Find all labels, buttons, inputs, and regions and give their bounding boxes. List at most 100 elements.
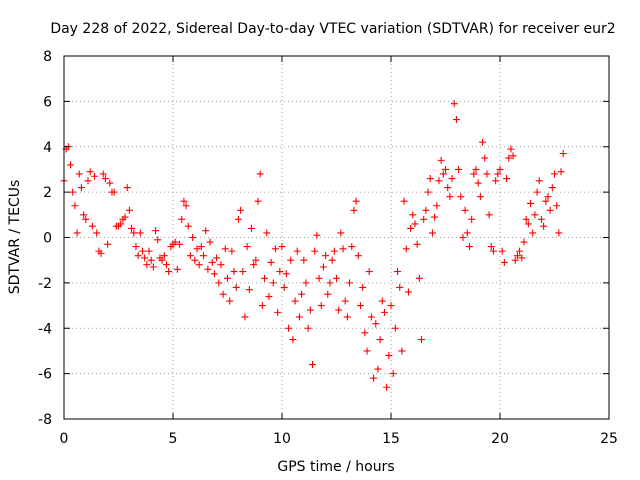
data-point — [503, 175, 511, 183]
data-point — [86, 168, 94, 176]
data-point — [99, 170, 107, 178]
data-point — [350, 206, 358, 214]
data-point — [271, 245, 279, 253]
data-point — [524, 220, 532, 228]
data-point — [186, 252, 194, 260]
data-point — [84, 177, 92, 185]
data-point — [136, 229, 144, 237]
data-point — [479, 138, 487, 146]
y-tick-label: 4 — [43, 140, 52, 156]
data-point — [221, 245, 229, 253]
data-point — [341, 297, 349, 305]
data-point — [274, 308, 282, 316]
data-point — [91, 172, 99, 180]
data-point — [300, 256, 308, 264]
data-point — [219, 290, 227, 298]
data-point — [282, 270, 290, 278]
data-point — [507, 145, 515, 153]
data-point — [245, 286, 253, 294]
data-point — [511, 256, 519, 264]
data-point — [154, 236, 162, 244]
data-point — [313, 231, 321, 239]
data-point — [339, 245, 347, 253]
x-tick-label: 20 — [491, 431, 509, 447]
data-point — [483, 170, 491, 178]
data-point — [147, 256, 155, 264]
data-point — [121, 213, 129, 221]
data-point — [513, 252, 521, 260]
data-point — [553, 202, 561, 210]
data-point — [348, 243, 356, 251]
data-point — [385, 351, 393, 359]
data-point — [337, 229, 345, 237]
data-point — [176, 240, 184, 248]
data-point — [204, 265, 212, 273]
data-point — [442, 165, 449, 173]
data-point — [263, 229, 271, 237]
data-point — [197, 243, 205, 251]
data-point — [217, 261, 225, 269]
data-point — [247, 224, 255, 232]
x-tick-label: 0 — [60, 431, 69, 447]
data-point — [97, 249, 105, 257]
data-point — [254, 197, 262, 205]
data-point — [298, 290, 306, 298]
data-point — [315, 274, 323, 282]
data-point — [522, 215, 530, 223]
data-point — [256, 170, 264, 178]
data-point — [165, 268, 173, 276]
data-point — [71, 202, 79, 210]
data-point — [319, 263, 327, 271]
data-point — [411, 220, 419, 228]
data-point — [173, 265, 181, 273]
data-point — [101, 175, 109, 183]
data-point — [533, 188, 541, 196]
data-point — [398, 347, 406, 355]
y-tick-label: -8 — [38, 412, 52, 428]
data-point — [226, 297, 234, 305]
data-point — [404, 288, 412, 296]
y-tick-label: 2 — [43, 185, 52, 201]
data-point — [431, 213, 439, 221]
data-point — [555, 229, 563, 237]
data-point — [250, 261, 258, 269]
chart-title: Day 228 of 2022, Sidereal Day-to-day VTE… — [50, 21, 615, 37]
data-point — [415, 274, 423, 282]
y-tick-label: 6 — [43, 94, 52, 110]
data-point — [67, 161, 75, 169]
data-point — [141, 254, 149, 262]
data-point — [77, 184, 85, 192]
data-point — [241, 313, 249, 321]
data-point — [160, 252, 168, 260]
data-point — [500, 258, 508, 266]
y-axis-title: SDTVAR / TECUs — [7, 180, 23, 295]
data-point — [461, 206, 469, 214]
y-tick-label: -2 — [38, 276, 52, 292]
data-point — [208, 258, 216, 266]
data-point — [494, 170, 502, 178]
data-point — [356, 302, 364, 310]
data-point — [178, 215, 186, 223]
data-point — [450, 100, 458, 108]
data-point — [516, 247, 524, 255]
data-point — [278, 243, 286, 251]
data-point — [474, 179, 482, 187]
data-point — [237, 206, 245, 214]
data-point — [106, 179, 114, 187]
data-point — [509, 152, 517, 160]
data-point — [361, 329, 369, 337]
data-point — [93, 229, 101, 237]
data-point — [407, 224, 415, 232]
data-point — [531, 211, 539, 219]
data-point — [267, 258, 275, 266]
data-point — [518, 254, 526, 262]
data-point — [527, 199, 535, 207]
data-point — [326, 279, 334, 287]
data-point — [82, 215, 90, 223]
data-point — [230, 268, 238, 276]
data-point — [529, 229, 537, 237]
data-point — [162, 261, 170, 269]
data-point — [380, 308, 388, 316]
x-tick-label: 25 — [600, 431, 618, 447]
data-point — [520, 238, 528, 246]
